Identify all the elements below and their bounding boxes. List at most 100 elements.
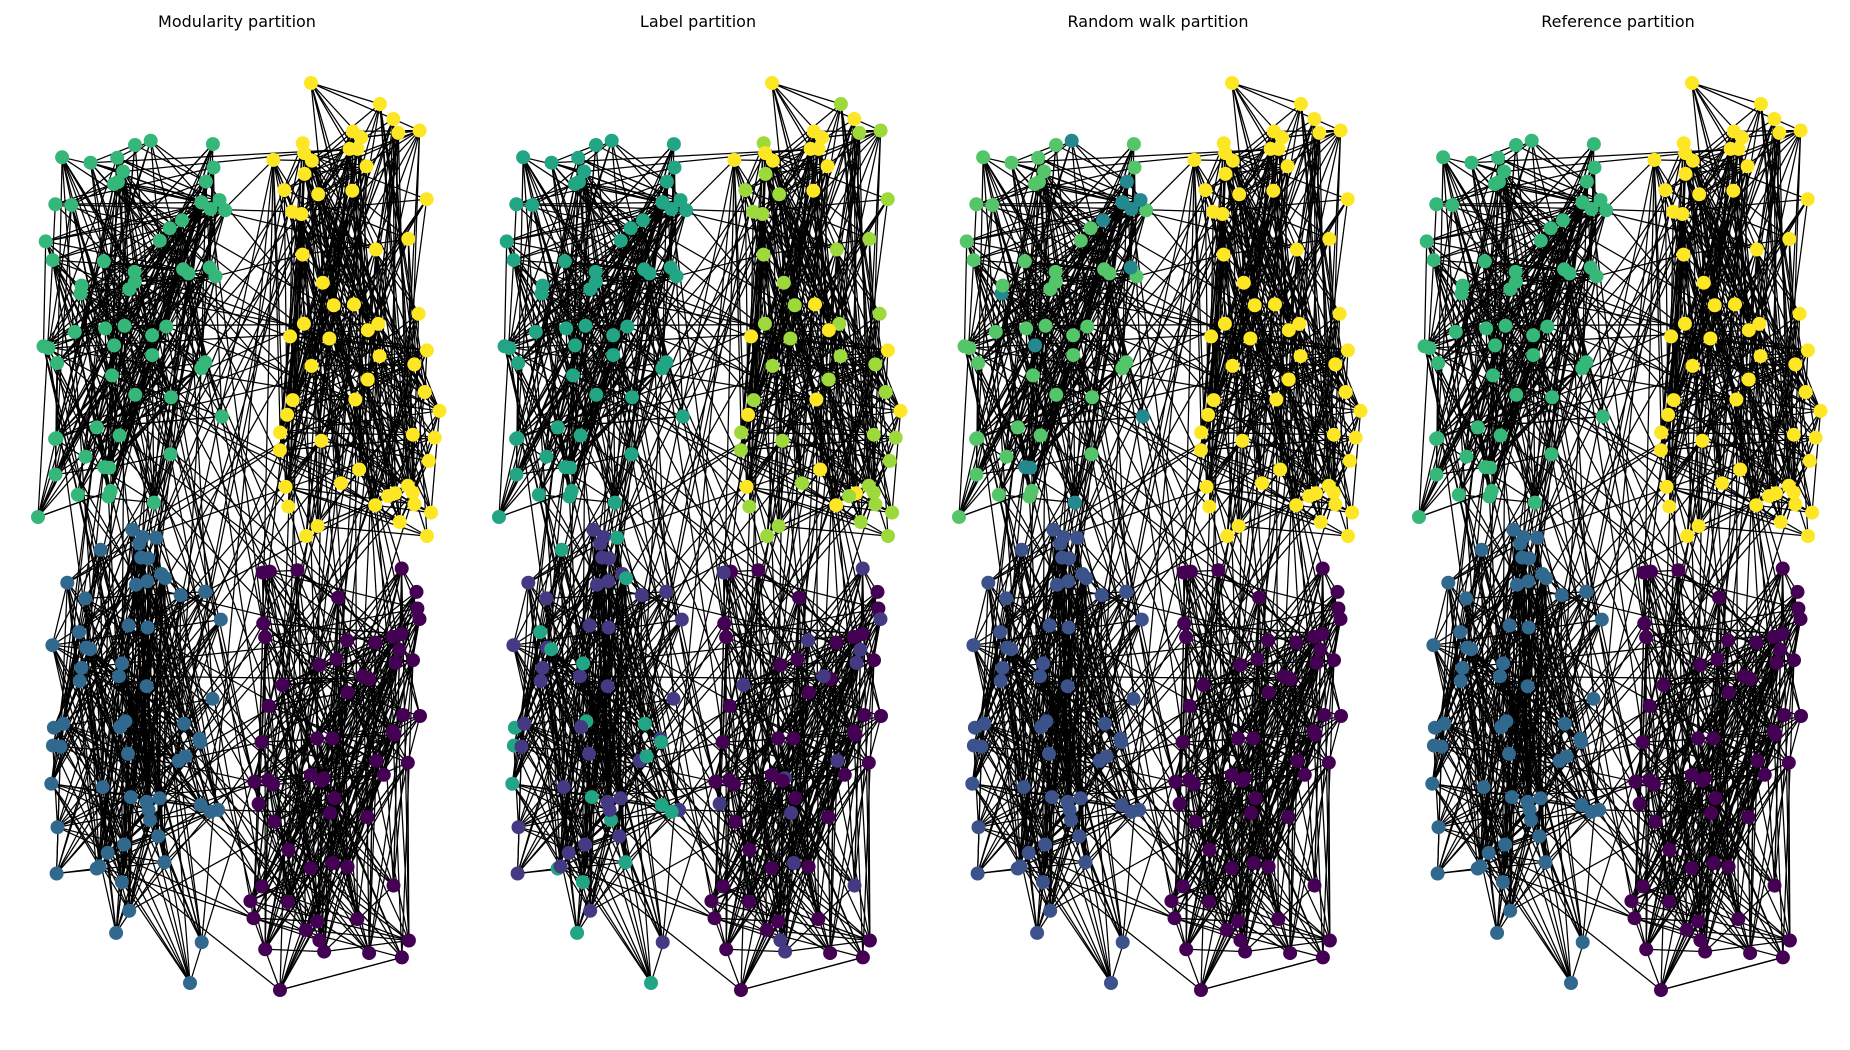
graph-edge: [823, 675, 870, 763]
graph-node: [751, 563, 766, 578]
graph-edge: [103, 261, 334, 864]
graph-node: [966, 253, 981, 268]
graph-edge: [748, 633, 863, 851]
graph-edge: [1208, 633, 1323, 851]
graph-node: [765, 358, 780, 373]
graph-node: [1070, 530, 1085, 545]
graph-edge: [355, 398, 440, 412]
graph-edge: [1028, 213, 1223, 854]
graph-node: [1067, 495, 1082, 510]
graph-node: [1327, 653, 1341, 668]
graph-node: [134, 550, 149, 565]
graph-edge: [56, 663, 123, 874]
graph-node: [1133, 193, 1148, 208]
graph-node: [45, 253, 60, 268]
graph-node: [582, 746, 596, 761]
graph-edge: [1024, 261, 1255, 864]
graph-edge: [1189, 525, 1240, 707]
graph-node: [821, 810, 836, 824]
graph-edge: [122, 171, 260, 804]
graph-node: [808, 297, 822, 312]
graph-node: [620, 319, 635, 334]
graph-node: [771, 731, 786, 746]
graph-node: [92, 859, 107, 874]
graph-node: [1280, 159, 1295, 174]
graph-node: [1322, 933, 1337, 948]
graph-edge: [333, 190, 353, 306]
graph-edge: [568, 449, 742, 854]
graph-node: [45, 638, 60, 653]
graph-edge: [538, 494, 612, 821]
graph-node: [1175, 735, 1190, 750]
graph-node: [625, 390, 640, 405]
graph-edge: [966, 241, 1127, 593]
graph-edge: [48, 347, 394, 638]
graph-node: [1345, 505, 1360, 520]
graph-node: [521, 575, 536, 590]
graph-edge: [1320, 437, 1357, 523]
graph-node: [571, 150, 586, 165]
graph-node: [1119, 355, 1134, 370]
graph-node: [214, 409, 229, 424]
graph-node: [704, 894, 719, 909]
graph-node: [1293, 97, 1308, 111]
graph-edge: [71, 204, 440, 412]
graph-edge: [1272, 190, 1362, 412]
graph-node: [1124, 804, 1139, 819]
graph-edge: [178, 460, 430, 762]
graph-edge: [542, 667, 779, 922]
graph-node: [1017, 254, 1032, 269]
graph-node: [708, 774, 723, 789]
graph-node: [1293, 349, 1308, 364]
graph-node: [1219, 922, 1234, 937]
graph-edge: [289, 211, 293, 337]
graph-node: [1246, 856, 1261, 870]
graph-edge: [55, 204, 73, 439]
graph-node: [712, 796, 727, 811]
graph-node: [421, 453, 436, 468]
graph-node: [999, 449, 1014, 464]
graph-edge: [508, 157, 579, 349]
graph-node: [1321, 755, 1336, 770]
graph-edge: [582, 159, 735, 883]
graph-edge: [102, 220, 183, 788]
graph-edge: [99, 865, 320, 941]
graph-node: [123, 790, 138, 805]
graph-node: [573, 428, 588, 443]
graph-node: [855, 627, 870, 641]
graph-node: [310, 914, 325, 929]
graph-edge: [392, 731, 403, 958]
graph-node: [1211, 563, 1226, 578]
graph-edge: [725, 636, 794, 739]
graph-node: [152, 791, 167, 806]
graph-edge: [836, 504, 893, 514]
graph-node: [368, 635, 383, 650]
graph-node: [340, 685, 355, 700]
graph-node: [993, 625, 1008, 640]
graph-edge: [81, 285, 171, 455]
graph-edge: [531, 204, 716, 782]
graph-node: [261, 699, 276, 713]
graph-edge: [812, 131, 815, 191]
graph-node: [1252, 590, 1266, 605]
graph-node: [821, 323, 836, 338]
graph-edge: [209, 210, 226, 268]
graph-edge: [557, 426, 781, 666]
graph-node: [1061, 574, 1076, 589]
graph-node: [396, 708, 411, 722]
graph-node: [345, 124, 360, 139]
graph-node: [974, 739, 989, 754]
graph-edge: [710, 597, 800, 902]
graph-edge: [563, 220, 644, 788]
graph-edge: [1322, 660, 1335, 958]
graph-node: [67, 324, 82, 339]
graph-node: [675, 409, 690, 424]
graph-edge: [1071, 140, 1128, 183]
graph-edge: [301, 254, 339, 598]
graph-edge: [626, 326, 724, 887]
graph-node: [140, 574, 155, 589]
graph-node: [193, 798, 208, 812]
graph-edge: [523, 723, 819, 920]
graph-edge: [752, 165, 828, 213]
graph-edge: [204, 495, 389, 593]
